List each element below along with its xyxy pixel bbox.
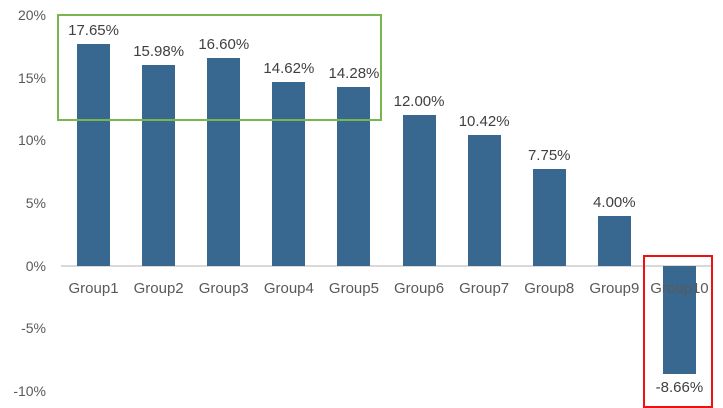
- bar-group5: [337, 86, 371, 266]
- value-label-group2: 15.98%: [133, 43, 185, 61]
- bar-group1: [77, 44, 111, 266]
- y-axis-tick-label: 15%: [17, 69, 46, 86]
- y-axis-tick-label: 20%: [17, 7, 46, 23]
- bar-group2: [142, 65, 176, 266]
- category-label-group2: Group2: [133, 280, 184, 297]
- value-label-group6: 12.00%: [393, 93, 445, 111]
- bar-group6: [402, 115, 436, 266]
- category-label-group4: Group4: [263, 280, 314, 297]
- value-label-group5: 14.28%: [328, 64, 380, 82]
- value-label-group4: 14.62%: [263, 60, 315, 78]
- value-label-group10: -8.66%: [655, 379, 704, 397]
- y-axis-tick-label: -10%: [13, 383, 46, 400]
- category-label-group9: Group9: [589, 280, 640, 297]
- zero-baseline: [61, 264, 712, 267]
- y-axis-tick-label: 10%: [17, 132, 46, 149]
- category-label-group8: Group8: [524, 280, 575, 297]
- red-highlight-rectangle: [643, 255, 713, 408]
- category-label-group5: Group5: [328, 280, 379, 297]
- bar-group9: [597, 215, 631, 266]
- y-axis-tick-label: -5%: [21, 320, 46, 337]
- category-label-group6: Group6: [394, 280, 445, 297]
- category-label-group7: Group7: [459, 280, 510, 297]
- value-label-group9: 4.00%: [593, 193, 636, 211]
- bar-group4: [272, 82, 306, 266]
- y-axis-tick-label: 0%: [25, 257, 46, 274]
- bar-group3: [207, 57, 241, 266]
- y-axis-tick-label: 5%: [25, 195, 46, 212]
- bar-group8: [532, 168, 566, 266]
- value-label-group8: 7.75%: [527, 146, 571, 164]
- green-highlight-rectangle: [57, 14, 382, 121]
- category-label-group3: Group3: [198, 280, 249, 297]
- value-label-group7: 10.42%: [458, 113, 510, 131]
- bar-group10: [662, 265, 696, 375]
- value-label-group1: 17.65%: [68, 22, 119, 40]
- value-label-group3: 16.60%: [198, 35, 250, 53]
- bar-group7: [467, 135, 501, 266]
- category-label-group1: Group1: [68, 280, 119, 297]
- category-label-group10: Group10: [650, 280, 709, 297]
